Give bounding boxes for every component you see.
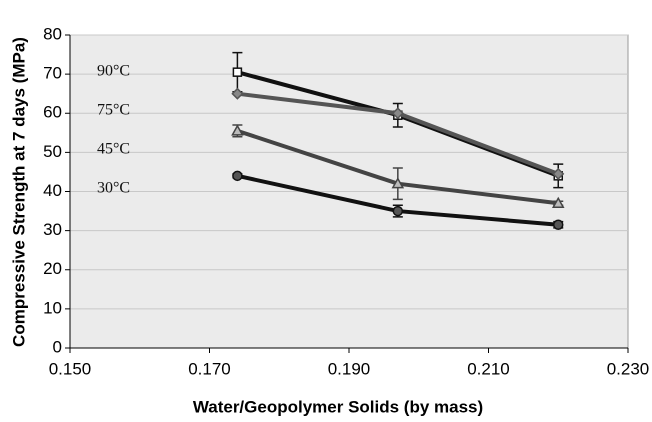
x-tick-label: 0.230: [607, 359, 650, 378]
series-label: 30°C: [97, 180, 130, 197]
y-tick-label: 40: [43, 181, 62, 200]
marker: [232, 170, 243, 182]
x-tick-label: 0.150: [49, 359, 92, 378]
y-tick-label: 0: [53, 337, 62, 356]
y-tick-label: 20: [43, 259, 62, 278]
y-tick-label: 80: [43, 24, 62, 43]
marker: [392, 205, 404, 217]
y-tick-label: 60: [43, 103, 62, 122]
y-tick-label: 10: [43, 298, 62, 317]
marker: [231, 124, 244, 136]
x-tick-label: 0.190: [328, 359, 371, 378]
x-tick-label: 0.170: [188, 359, 231, 378]
x-axis-title: Water/Geopolymer Solids (by mass): [193, 397, 483, 416]
y-tick-label: 70: [43, 64, 62, 83]
marker: [231, 87, 244, 100]
series-label: 75°C: [97, 102, 130, 119]
y-tick-label: 30: [43, 220, 62, 239]
marker: [553, 219, 564, 231]
marker: [391, 107, 404, 120]
marker: [551, 196, 565, 208]
y-axis-title: Compressive Strength at 7 days (MPa): [9, 37, 28, 347]
marker: [391, 177, 405, 189]
y-tick-label: 50: [43, 142, 62, 161]
series-label: 90°C: [97, 63, 130, 80]
x-tick-label: 0.210: [467, 359, 510, 378]
marker: [232, 67, 243, 77]
marker: [552, 167, 565, 180]
series-label: 45°C: [97, 141, 130, 158]
